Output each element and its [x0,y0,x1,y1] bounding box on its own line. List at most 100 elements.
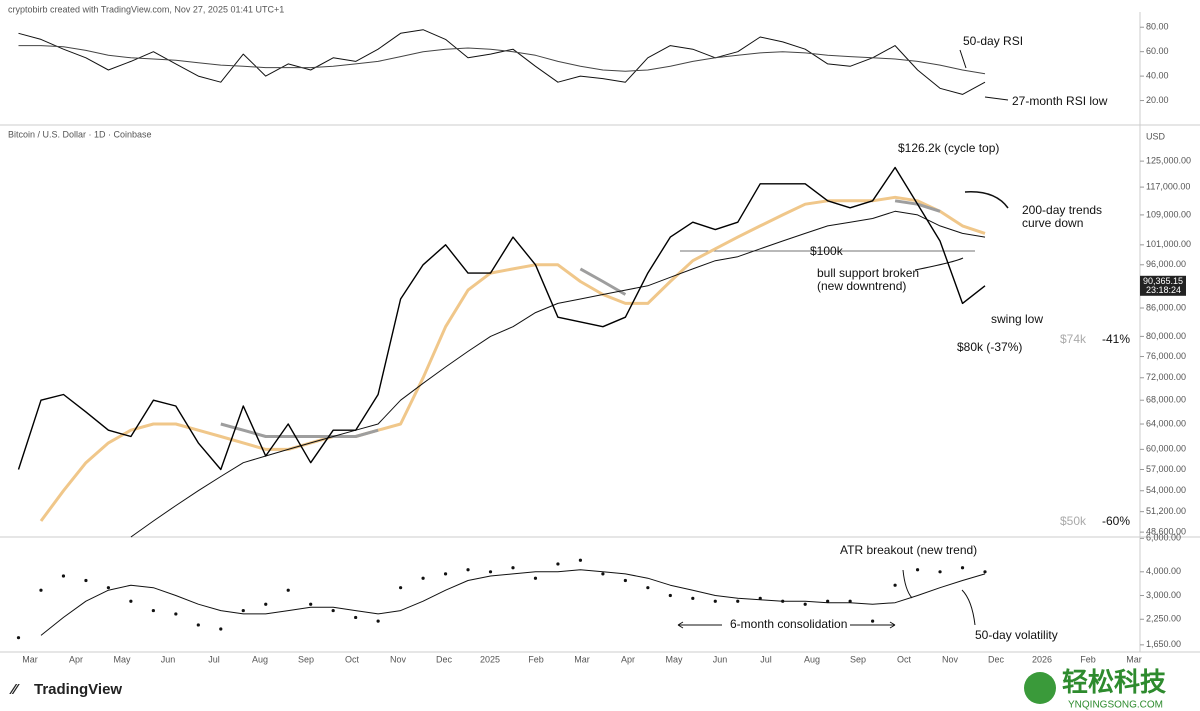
y-tick-label: 48,600.00 [1146,526,1186,536]
annotation: swing low [991,312,1043,326]
atr-dot [556,562,560,566]
y-tick-label: 1,650.00 [1146,639,1181,649]
x-tick-label: 2026 [1032,654,1052,664]
x-tick-label: Apr [69,654,83,664]
x-tick-label: May [113,654,131,664]
atr-dot [466,568,470,572]
atr-dot [399,586,403,590]
y-tick-label: 20.00 [1146,95,1169,105]
y-tick-label: 117,000.00 [1146,181,1190,191]
y-tick-label: 57,000.00 [1146,464,1186,474]
arrow [902,569,976,626]
y-tick-label: 3,000.00 [1146,590,1181,600]
atr-dot [533,576,538,580]
y-tick-label: 60,000.00 [1146,444,1186,454]
annotation: 50-day RSI [963,34,1023,48]
arrow [914,257,964,271]
atr-dot [16,636,21,640]
y-tick-label: 54,000.00 [1146,485,1186,495]
series-line [18,45,986,75]
atr-dot [488,570,493,574]
series-line [130,210,986,538]
x-tick-label: Jul [760,654,772,664]
atr-dot [309,602,313,606]
x-tick-label: Dec [436,654,453,664]
y-tick-label: 2,250.00 [1146,614,1181,624]
annotation: $74k [1060,332,1087,346]
symbol-title: Bitcoin / U.S. Dollar · 1D · Coinbase [8,129,152,139]
atr-dot [623,578,627,583]
watermark-logo [1024,672,1056,704]
atr-dot [691,596,695,600]
watermark-url: YNQINGSONG.COM [1068,700,1163,711]
x-tick-label: Oct [345,654,360,664]
x-tick-label: Aug [252,654,268,664]
x-tick-label: Feb [528,654,544,664]
x-tick-label: Sep [298,654,314,664]
atr-dot [84,578,88,583]
atr-dot [960,566,965,570]
x-tick-label: Dec [988,654,1005,664]
atr-dot [646,586,650,590]
annotation: 50-day volatility [975,628,1058,642]
last-price: 90,365.15 [1143,276,1183,286]
atr-dot [983,570,987,574]
y-tick-label: 60.00 [1146,46,1169,56]
atr-dot [915,568,920,572]
annotation: $80k (-37%) [957,340,1022,354]
x-tick-label: Mar [1126,654,1142,664]
brand: TradingView [34,681,122,698]
atr-dot [668,593,672,598]
x-tick-label: 2025 [480,654,500,664]
annotation: 27-month RSI low [1012,94,1108,108]
y-tick-label: 80.00 [1146,22,1169,32]
atr-dot [421,576,425,580]
atr-dot [601,572,605,576]
atr-dot [871,619,875,623]
brand-logo: ⁄⁄ [9,681,21,698]
arrow [677,621,896,629]
x-tick-label: May [665,654,683,664]
atr-dot [893,583,897,587]
atr-dot [938,570,942,574]
arrow [959,49,1009,101]
countdown: 23:18:24 [1146,285,1181,295]
x-tick-label: Jun [713,654,728,664]
annotation: curve down [1022,216,1083,230]
last-price-box [1140,275,1186,296]
annotation: -60% [1102,514,1130,528]
series-line [40,569,986,636]
atr-dot [758,596,762,600]
atr-dot [736,599,740,603]
x-tick-label: Nov [390,654,407,664]
series-line [18,29,986,95]
annotation: $100k [810,244,844,258]
y-tick-label: 72,000.00 [1146,372,1186,382]
x-tick-label: Nov [942,654,959,664]
y-tick-label: 96,000.00 [1146,259,1186,269]
y-tick-label: 4,000.00 [1146,566,1181,576]
x-tick-label: Mar [574,654,590,664]
atr-dot [713,599,717,603]
atr-dot [354,615,358,620]
atr-dot [106,586,111,590]
atr-dot [196,623,200,627]
atr-dot [826,599,830,603]
y-tick-label: 101,000.00 [1146,239,1191,249]
atr-dot [264,602,268,606]
annotation: (new downtrend) [817,279,906,293]
annotation: -41% [1102,332,1130,346]
x-tick-label: Jul [208,654,220,664]
x-tick-label: Jun [161,654,176,664]
atr-dot [241,608,245,613]
x-tick-label: Feb [1080,654,1096,664]
atr-dot [331,608,335,613]
atr-dot [443,572,448,576]
y-tick-label: 109,000.00 [1146,209,1191,219]
y-tick-label: 40.00 [1146,70,1169,80]
x-tick-label: Oct [897,654,912,664]
atr-dot [39,588,43,592]
atr-dot [376,619,380,623]
